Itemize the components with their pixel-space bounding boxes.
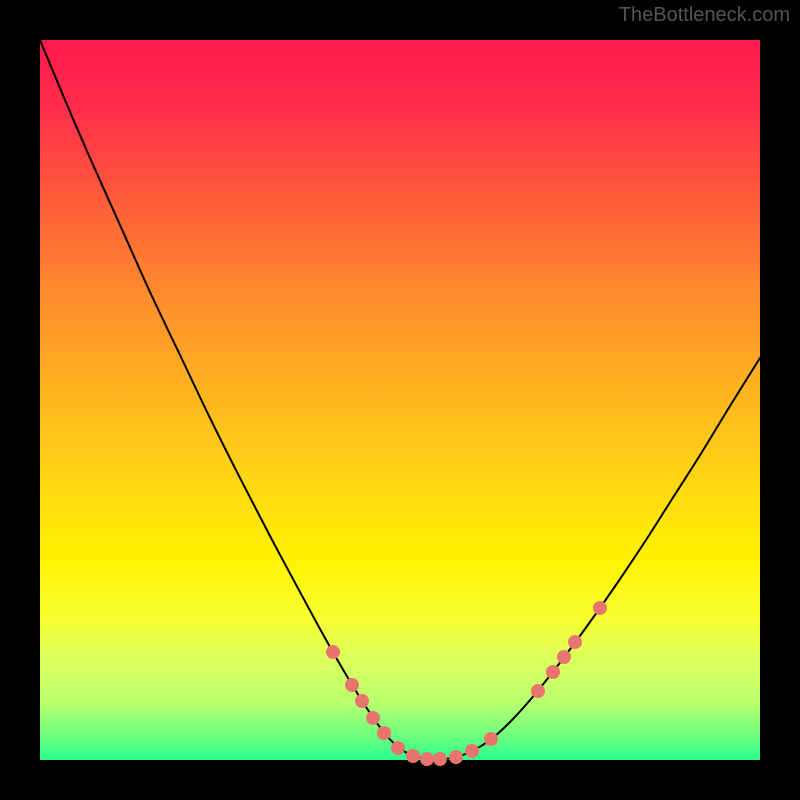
- data-marker: [326, 645, 340, 659]
- data-marker: [433, 752, 447, 766]
- data-marker: [377, 726, 391, 740]
- data-marker: [449, 750, 463, 764]
- data-marker: [420, 752, 434, 766]
- data-marker: [391, 741, 405, 755]
- data-marker: [465, 744, 479, 758]
- data-marker: [546, 665, 560, 679]
- data-marker: [484, 732, 498, 746]
- data-marker: [568, 635, 582, 649]
- data-marker: [406, 749, 420, 763]
- data-marker: [366, 711, 380, 725]
- chart-container: TheBottleneck.com: [0, 0, 800, 800]
- data-marker: [531, 684, 545, 698]
- plot-background: [40, 40, 760, 760]
- watermark-text: TheBottleneck.com: [619, 4, 790, 27]
- data-marker: [593, 601, 607, 615]
- data-marker: [355, 694, 369, 708]
- bottleneck-chart: [0, 0, 800, 800]
- data-marker: [345, 678, 359, 692]
- data-marker: [557, 650, 571, 664]
